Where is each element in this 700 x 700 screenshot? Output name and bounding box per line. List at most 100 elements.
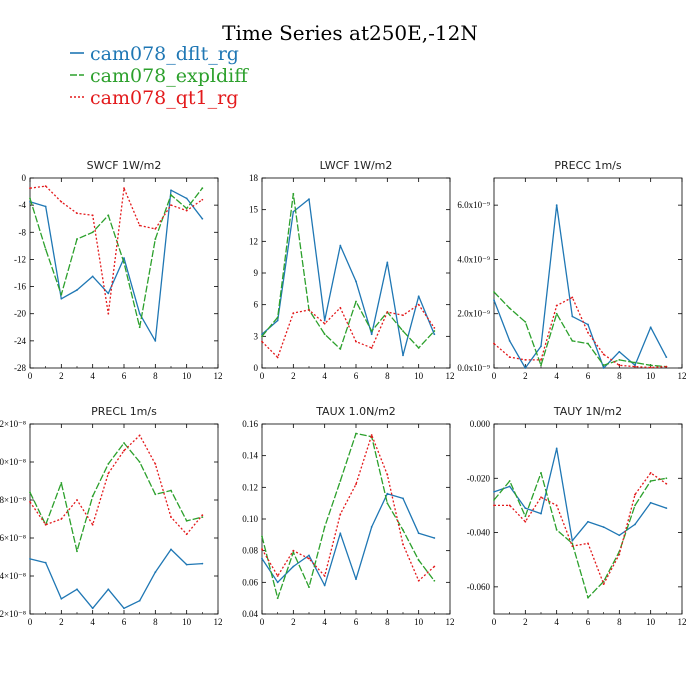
data-point-cam078_expldiff xyxy=(29,491,31,494)
data-point-cam078_dflt_rg xyxy=(386,261,389,264)
data-point-cam078_dflt_rg xyxy=(602,526,605,529)
x-tick-label: 10 xyxy=(182,371,192,381)
data-point-cam078_expldiff xyxy=(60,482,63,484)
data-point-cam078_qt1_rg xyxy=(402,543,404,546)
legend-label-qt1: cam078_qt1_rg xyxy=(90,87,238,109)
x-tick-label: 2 xyxy=(291,617,296,627)
data-point-cam078_qt1_rg xyxy=(602,353,605,356)
data-point-cam078_expldiff xyxy=(555,528,558,531)
data-point-cam078_qt1_rg xyxy=(123,449,125,452)
y-tick-label: 0.14 xyxy=(242,451,258,461)
data-point-cam078_dflt_rg xyxy=(185,563,188,566)
data-point-cam078_qt1_rg xyxy=(433,565,436,568)
data-point-cam078_dflt_rg xyxy=(292,565,295,568)
y-tick-label: -16 xyxy=(14,282,26,292)
data-point-cam078_dflt_rg xyxy=(417,295,420,298)
y-tick-label: 9 xyxy=(254,268,259,278)
data-point-cam078_expldiff xyxy=(402,330,404,332)
data-point-cam078_dflt_rg xyxy=(339,244,342,247)
series-line-cam078_expldiff xyxy=(261,432,435,599)
data-point-cam078_expldiff xyxy=(308,586,310,588)
data-point-cam078_expldiff xyxy=(138,461,141,463)
data-point-cam078_dflt_rg xyxy=(170,548,172,551)
data-point-cam078_qt1_rg xyxy=(540,358,542,361)
data-point-cam078_qt1_rg xyxy=(571,545,574,548)
data-point-cam078_qt1_rg xyxy=(540,496,542,499)
data-point-cam078_expldiff xyxy=(323,333,326,336)
data-point-cam078_qt1_rg xyxy=(555,304,558,307)
data-point-cam078_expldiff xyxy=(154,493,157,496)
data-point-cam078_qt1_rg xyxy=(276,575,279,577)
data-point-cam078_qt1_rg xyxy=(618,553,621,556)
data-point-cam078_expldiff xyxy=(123,261,125,264)
y-tick-label: 0.12 xyxy=(242,482,258,492)
series-line-cam078_dflt_rg xyxy=(29,189,203,342)
data-point-cam078_expldiff xyxy=(355,432,357,435)
data-point-cam078_qt1_rg xyxy=(370,347,373,349)
x-tick-label: 2 xyxy=(59,371,64,381)
x-tick-label: 0 xyxy=(260,617,265,627)
data-point-cam078_dflt_rg xyxy=(107,588,110,591)
x-tick-label: 2 xyxy=(523,371,528,381)
data-point-cam078_dflt_rg xyxy=(76,289,78,291)
data-point-cam078_qt1_rg xyxy=(370,434,373,436)
data-point-cam078_qt1_rg xyxy=(44,185,47,188)
x-tick-label: 2 xyxy=(59,617,64,627)
data-point-cam078_expldiff xyxy=(386,502,389,505)
data-point-cam078_qt1_rg xyxy=(386,473,389,476)
data-point-cam078_expldiff xyxy=(261,335,263,338)
y-tick-label: -24 xyxy=(14,336,26,346)
data-point-cam078_dflt_rg xyxy=(308,198,310,201)
data-point-cam078_dflt_rg xyxy=(402,354,404,357)
data-point-cam078_dflt_rg xyxy=(276,581,279,584)
x-tick-label: 4 xyxy=(90,617,95,627)
data-point-cam078_expldiff xyxy=(433,579,436,582)
data-point-cam078_qt1_rg xyxy=(261,340,263,343)
data-point-cam078_dflt_rg xyxy=(170,189,172,192)
data-point-cam078_expldiff xyxy=(170,489,172,492)
data-point-cam078_expldiff xyxy=(508,480,511,482)
data-point-cam078_qt1_rg xyxy=(587,331,589,334)
y-tick-label: 4.0x10⁻⁹ xyxy=(457,254,490,264)
data-point-cam078_qt1_rg xyxy=(308,309,310,311)
y-tick-label: 18 xyxy=(249,173,259,183)
data-point-cam078_qt1_rg xyxy=(417,303,420,306)
data-point-cam078_expldiff xyxy=(634,361,636,364)
panel-title: PRECL 1m/s xyxy=(91,405,157,418)
data-point-cam078_dflt_rg xyxy=(76,588,78,591)
data-point-cam078_qt1_rg xyxy=(201,514,204,517)
data-point-cam078_dflt_rg xyxy=(91,275,94,278)
data-point-cam078_dflt_rg xyxy=(402,497,404,500)
data-point-cam078_expldiff xyxy=(292,551,295,554)
data-point-cam078_dflt_rg xyxy=(201,217,204,220)
data-point-cam078_qt1_rg xyxy=(524,520,527,523)
y-tick-label: 0.000 xyxy=(470,419,491,429)
x-tick-label: 0 xyxy=(492,371,497,381)
plot-frame xyxy=(493,177,683,369)
data-point-cam078_dflt_rg xyxy=(276,319,279,322)
data-point-cam078_expldiff xyxy=(587,342,589,345)
panel-2: LWCF 1W/m2 0 2 4 6 8 10 12 0 3 6 9 12 15 18 xyxy=(249,159,455,381)
x-tick-label: 6 xyxy=(122,617,127,627)
x-tick-label: 6 xyxy=(586,617,591,627)
legend-label-expldiff: cam078_expldiff xyxy=(90,65,249,87)
y-tick-label: 0 xyxy=(254,363,259,373)
data-point-cam078_dflt_rg xyxy=(433,333,436,336)
data-point-cam078_expldiff xyxy=(323,526,326,528)
data-point-cam078_expldiff xyxy=(433,330,436,332)
data-point-cam078_qt1_rg xyxy=(493,342,495,345)
data-point-cam078_expldiff xyxy=(29,197,31,200)
data-point-cam078_dflt_rg xyxy=(433,537,436,539)
x-tick-label: 4 xyxy=(554,371,559,381)
data-point-cam078_qt1_rg xyxy=(323,575,326,577)
data-point-cam078_qt1_rg xyxy=(634,493,636,496)
y-tick-label: 15 xyxy=(249,205,259,215)
data-point-cam078_qt1_rg xyxy=(634,365,636,368)
y-tick-label: 6 xyxy=(254,300,259,310)
series-line-cam078_dflt_rg xyxy=(493,447,667,542)
data-point-cam078_dflt_rg xyxy=(138,599,141,602)
y-tick-label: 10×10⁻⁸ xyxy=(0,457,26,467)
panel-1: SWCF 1W/m2 0 2 4 6 8 10 12 0 -4 -8 -12 -16 -20 -24 -28 xyxy=(14,159,223,381)
data-point-cam078_qt1_rg xyxy=(138,224,141,227)
data-point-cam078_expldiff xyxy=(587,596,589,599)
